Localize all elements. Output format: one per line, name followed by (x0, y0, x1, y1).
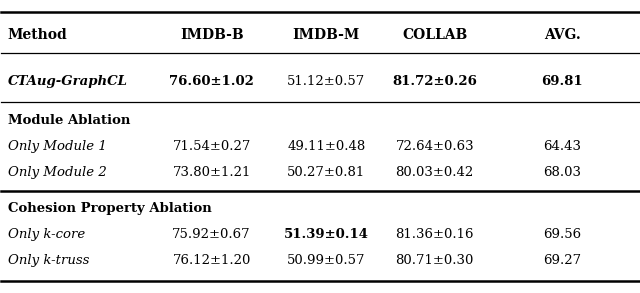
Text: Only k-core: Only k-core (8, 228, 85, 241)
Text: 51.12±0.57: 51.12±0.57 (287, 75, 365, 88)
Text: 69.81: 69.81 (541, 75, 583, 88)
Text: 69.27: 69.27 (543, 254, 581, 267)
Text: 80.03±0.42: 80.03±0.42 (396, 166, 474, 179)
Text: Only Module 1: Only Module 1 (8, 140, 106, 153)
Text: 64.43: 64.43 (543, 140, 581, 153)
Text: COLLAB: COLLAB (402, 28, 467, 42)
Text: 71.54±0.27: 71.54±0.27 (173, 140, 251, 153)
Text: Only Module 2: Only Module 2 (8, 166, 106, 179)
Text: Module Ablation: Module Ablation (8, 114, 130, 127)
Text: CTAug-GraphCL: CTAug-GraphCL (8, 75, 128, 88)
Text: 73.80±1.21: 73.80±1.21 (173, 166, 251, 179)
Text: 69.56: 69.56 (543, 228, 581, 241)
Text: 49.11±0.48: 49.11±0.48 (287, 140, 365, 153)
Text: 50.27±0.81: 50.27±0.81 (287, 166, 365, 179)
Text: Cohesion Property Ablation: Cohesion Property Ablation (8, 202, 211, 215)
Text: Method: Method (8, 28, 67, 42)
Text: 81.72±0.26: 81.72±0.26 (392, 75, 477, 88)
Text: 76.60±1.02: 76.60±1.02 (169, 75, 254, 88)
Text: AVG.: AVG. (544, 28, 580, 42)
Text: 80.71±0.30: 80.71±0.30 (396, 254, 474, 267)
Text: 51.39±0.14: 51.39±0.14 (284, 228, 369, 241)
Text: IMDB-B: IMDB-B (180, 28, 243, 42)
Text: 81.36±0.16: 81.36±0.16 (396, 228, 474, 241)
Text: 68.03: 68.03 (543, 166, 581, 179)
Text: IMDB-M: IMDB-M (292, 28, 360, 42)
Text: 75.92±0.67: 75.92±0.67 (172, 228, 251, 241)
Text: 76.12±1.20: 76.12±1.20 (173, 254, 251, 267)
Text: 72.64±0.63: 72.64±0.63 (396, 140, 474, 153)
Text: Only k-truss: Only k-truss (8, 254, 89, 267)
Text: 50.99±0.57: 50.99±0.57 (287, 254, 365, 267)
